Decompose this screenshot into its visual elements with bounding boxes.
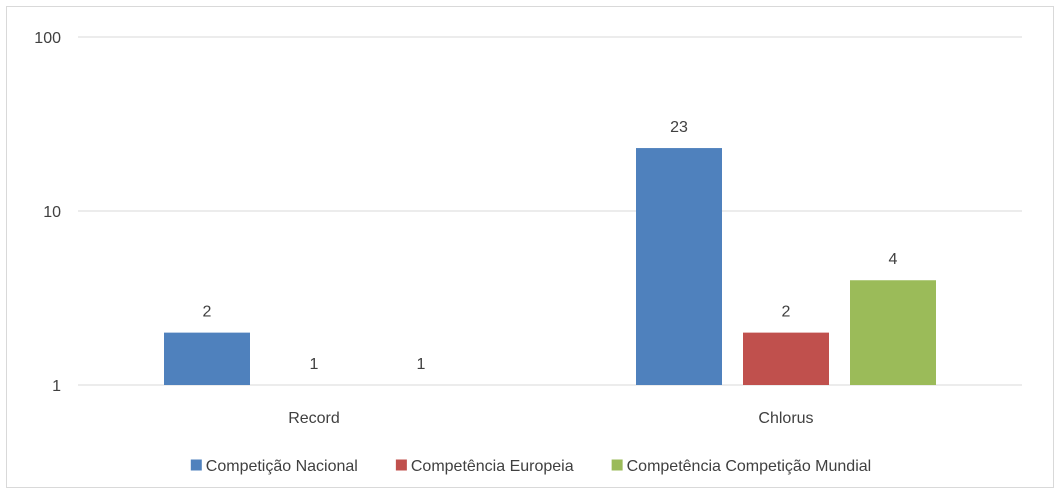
x-category-label: Chlorus	[758, 410, 813, 427]
legend-swatch	[395, 459, 407, 471]
data-label: 23	[670, 119, 688, 136]
y-tick-label: 10	[43, 204, 61, 221]
legend-swatch	[611, 459, 623, 471]
bar	[636, 148, 722, 385]
data-label: 2	[782, 304, 791, 321]
data-label: 1	[417, 356, 426, 373]
y-tick-label: 100	[34, 30, 61, 47]
data-label: 4	[889, 251, 898, 268]
bar	[850, 280, 936, 385]
legend-label: Competência Competição Mundial	[627, 458, 872, 475]
chart-frame	[6, 6, 1054, 488]
bar	[164, 332, 250, 385]
data-label: 1	[310, 356, 319, 373]
legend-label: Competência Europeia	[411, 458, 574, 475]
data-label: 2	[203, 304, 212, 321]
bar	[743, 332, 829, 385]
y-tick-label: 1	[52, 378, 61, 395]
legend-swatch	[190, 459, 202, 471]
legend-label: Competição Nacional	[206, 458, 358, 475]
x-category-label: Record	[288, 410, 340, 427]
